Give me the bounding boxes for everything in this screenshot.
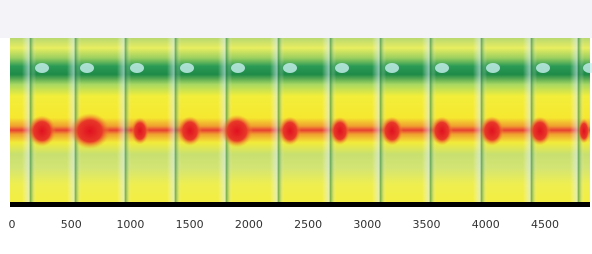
x-tick-label: 0 <box>9 218 16 231</box>
highlight <box>283 63 297 73</box>
highlight <box>80 63 94 73</box>
stripe <box>167 38 181 202</box>
hot-spot <box>28 115 56 146</box>
stripe <box>270 38 284 202</box>
stripe <box>117 38 131 202</box>
highlight <box>35 63 49 73</box>
hot-spot <box>431 117 453 146</box>
stripe <box>422 38 436 202</box>
chart: 0 500 1000 1500 2000 2500 3000 3500 4000 4500 <box>0 0 592 250</box>
x-tick-label: 500 <box>61 218 82 231</box>
hot-spot <box>578 119 590 144</box>
x-tick-label: 2000 <box>235 218 263 231</box>
x-tick-label: 3000 <box>353 218 381 231</box>
hot-spot <box>480 116 504 146</box>
x-tick-label: 3500 <box>413 218 441 231</box>
hot-spot <box>330 117 350 145</box>
hot-spot <box>529 117 551 146</box>
highlight <box>486 63 500 73</box>
x-tick-label: 4000 <box>472 218 500 231</box>
highlight <box>180 63 194 73</box>
x-tick-label: 4500 <box>531 218 559 231</box>
hot-spot <box>178 116 202 146</box>
x-tick-label: 1000 <box>116 218 144 231</box>
axis-bar <box>10 202 590 207</box>
x-tick-label: 2500 <box>294 218 322 231</box>
header-band <box>0 0 592 38</box>
highlight <box>231 63 245 73</box>
hot-spot <box>381 117 403 146</box>
hot-spot <box>70 113 110 149</box>
highlight <box>536 63 550 73</box>
hot-spot <box>221 115 253 148</box>
highlight <box>130 63 144 73</box>
x-tick-label: 1500 <box>176 218 204 231</box>
stripe <box>372 38 386 202</box>
highlight <box>435 63 449 73</box>
highlight <box>335 63 349 73</box>
hot-spot <box>279 117 301 146</box>
highlight <box>385 63 399 73</box>
hot-spot <box>131 117 149 144</box>
